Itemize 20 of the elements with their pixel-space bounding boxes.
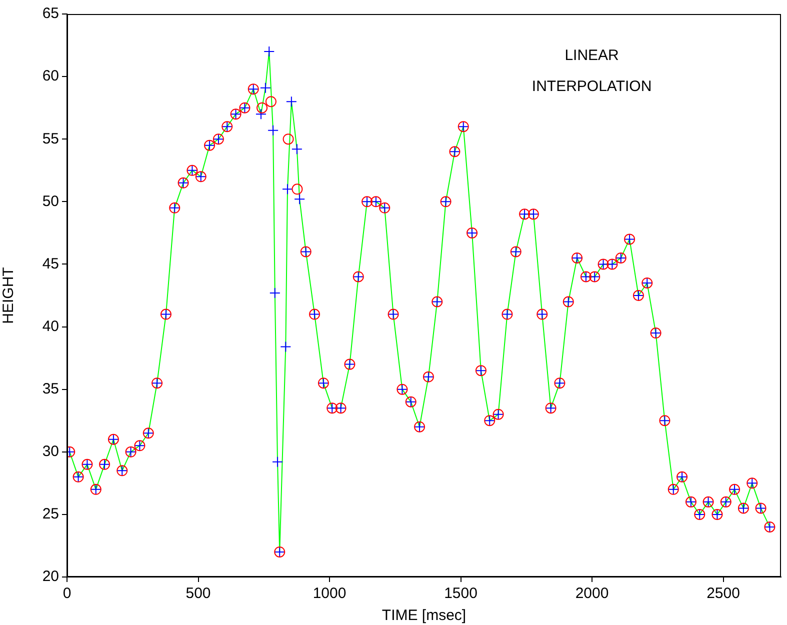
x-axis-title: TIME [msec] <box>382 607 466 624</box>
y-tick-label: 55 <box>42 130 59 148</box>
y-tick-label: 40 <box>42 318 59 335</box>
y-tick-label: 30 <box>42 443 59 460</box>
x-tick-label: 500 <box>186 585 211 602</box>
y-tick-label: 25 <box>42 506 59 523</box>
y-axis-title: HEIGHT <box>0 267 18 324</box>
y-tick-label: 20 <box>42 568 59 586</box>
x-tick-label: 2000 <box>575 585 609 602</box>
y-tick-label: 50 <box>42 192 59 210</box>
x-tick-label: 1000 <box>312 585 346 602</box>
y-tick-label: 60 <box>42 68 59 85</box>
x-tick-label: 2500 <box>706 585 740 602</box>
annotation: INTERPOLATION <box>532 78 652 96</box>
y-tick-label: 35 <box>42 380 59 398</box>
x-tick-label: 1500 <box>444 585 478 602</box>
y-tick-label: 65 <box>42 5 59 22</box>
x-tick-label: 0 <box>62 585 72 602</box>
y-tick-label: 45 <box>42 255 59 272</box>
annotation: LINEAR <box>564 47 620 64</box>
